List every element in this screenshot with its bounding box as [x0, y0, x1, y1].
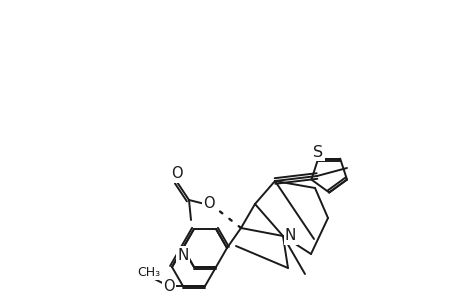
Text: O: O [162, 279, 174, 294]
Text: N: N [177, 248, 188, 262]
Text: O: O [203, 196, 214, 211]
Text: CH₃: CH₃ [137, 266, 160, 279]
Text: N: N [285, 229, 296, 244]
Text: S: S [313, 145, 323, 160]
Text: O: O [171, 167, 182, 182]
